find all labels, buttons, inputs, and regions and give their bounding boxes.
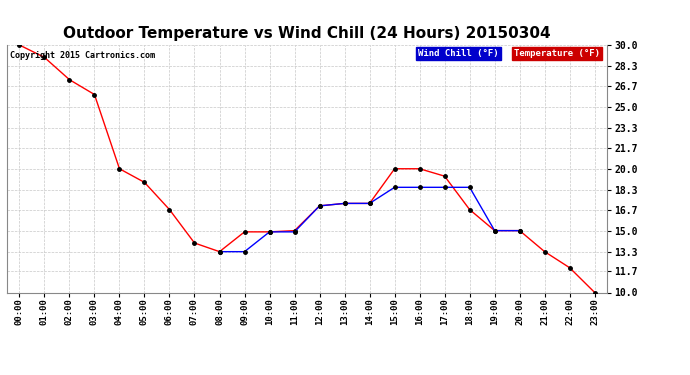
Text: Copyright 2015 Cartronics.com: Copyright 2015 Cartronics.com [10,51,155,60]
Title: Outdoor Temperature vs Wind Chill (24 Hours) 20150304: Outdoor Temperature vs Wind Chill (24 Ho… [63,26,551,41]
Text: Temperature (°F): Temperature (°F) [514,49,600,58]
Text: Wind Chill (°F): Wind Chill (°F) [418,49,499,58]
